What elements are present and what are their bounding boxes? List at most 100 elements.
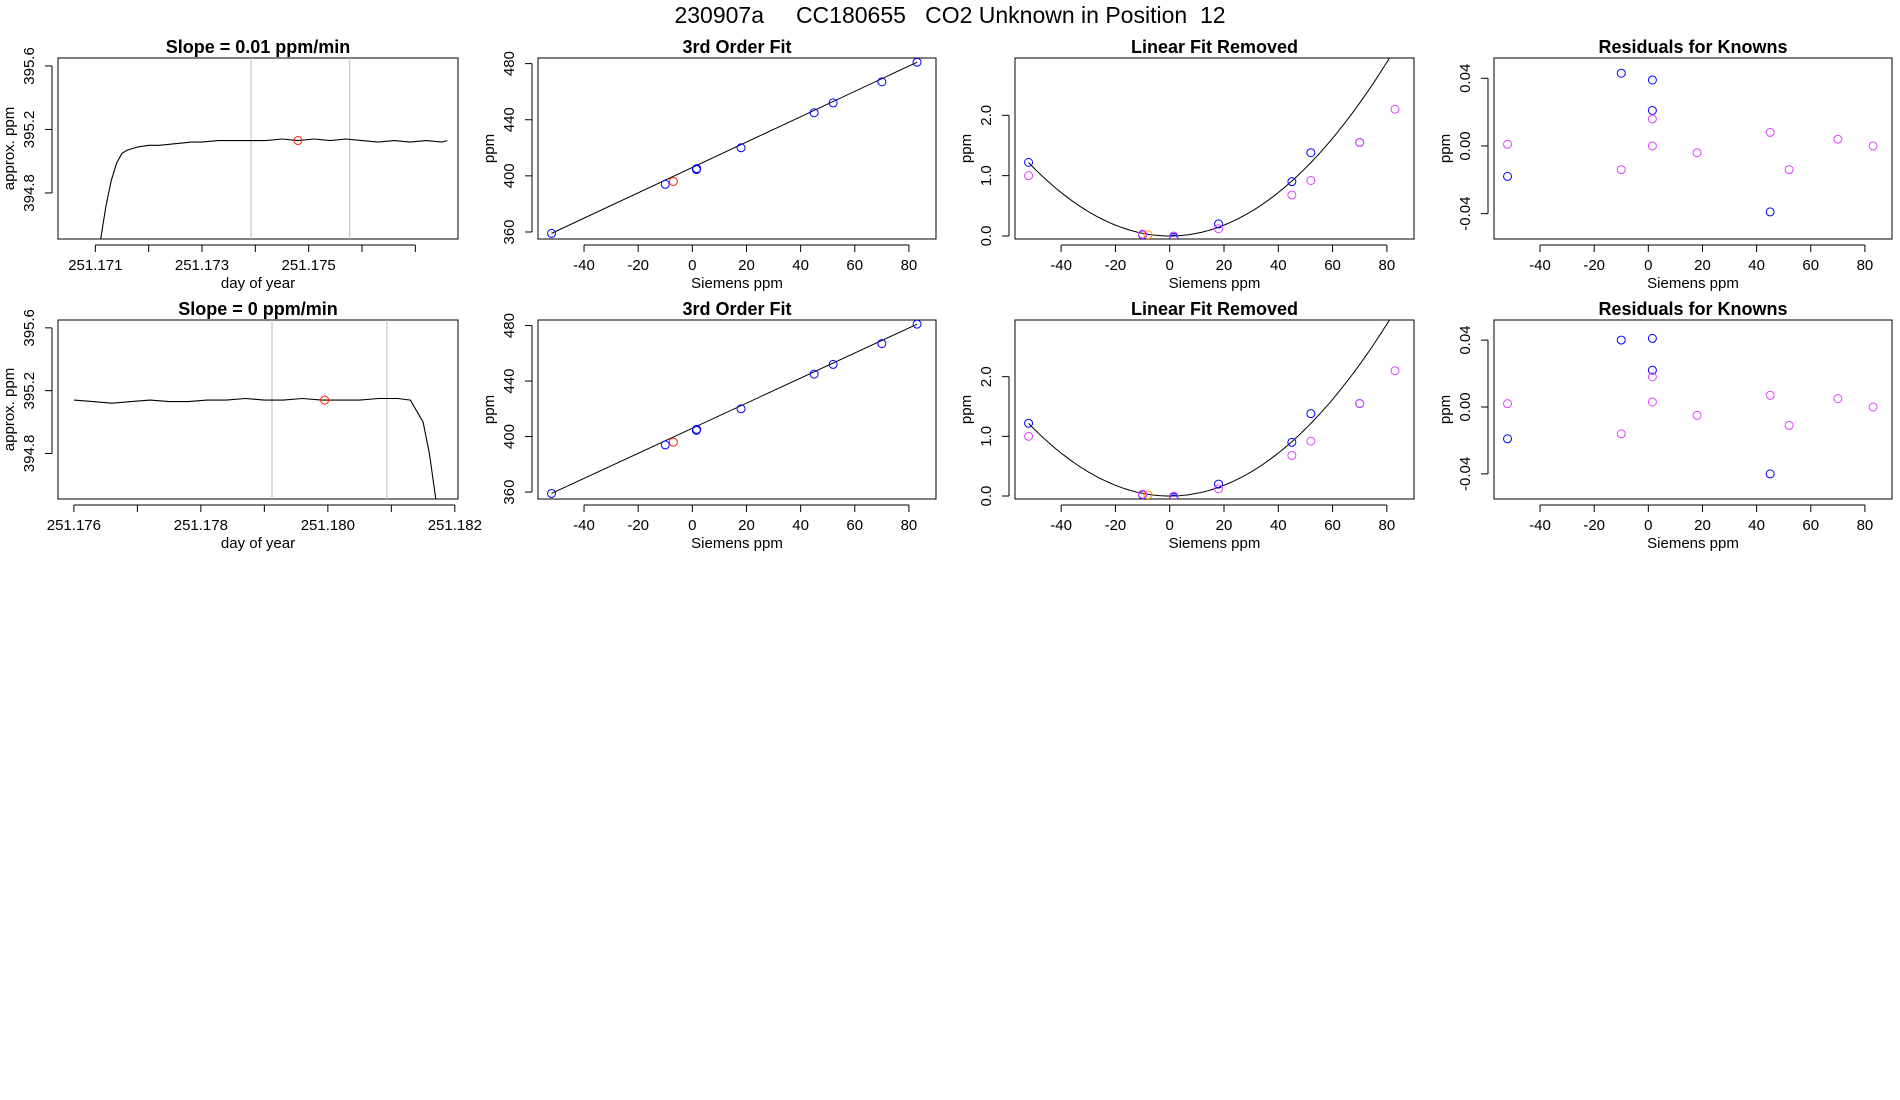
x-tick-label: 60 [846, 257, 863, 274]
data-point [547, 228, 557, 238]
x-tick-label: 251.175 [282, 257, 336, 274]
data-point [1169, 232, 1179, 239]
x-tick-label: 80 [1857, 517, 1874, 534]
data-point [1616, 68, 1626, 78]
data-point [912, 320, 922, 329]
plot-frame [537, 57, 937, 240]
data-point [1024, 157, 1034, 167]
x-tick-label: 251.182 [428, 517, 482, 534]
chart-title: 3rd Order Fit [682, 299, 791, 319]
x-tick-label: 251.173 [175, 257, 229, 274]
y-tick-label: 395.6 [21, 309, 38, 347]
data-point [1214, 484, 1224, 494]
x-axis-label: Siemens ppm [691, 535, 783, 552]
data-point [1306, 175, 1316, 185]
x-tick-label: 251.171 [68, 257, 122, 274]
x-tick-label: -20 [1105, 257, 1127, 274]
data-point [1390, 104, 1400, 114]
data-point [1765, 127, 1775, 137]
y-tick-label: 0.0 [978, 226, 995, 247]
y-axis-label: approx. ppm [1, 368, 18, 451]
data-point [736, 404, 746, 414]
data-point [1138, 229, 1148, 239]
data-point [828, 359, 838, 369]
x-tick-label: -40 [1529, 257, 1551, 274]
data-point [1784, 165, 1794, 175]
data-point [1169, 492, 1179, 499]
data-point [1503, 434, 1513, 444]
x-tick-label: 80 [1379, 517, 1396, 534]
data-point [1287, 177, 1297, 187]
data-point [1616, 429, 1626, 439]
chart-title: Linear Fit Removed [1131, 37, 1298, 57]
y-axis-label: ppm [1437, 134, 1454, 163]
data-point [1214, 224, 1224, 234]
data-point [1169, 494, 1179, 499]
x-tick-label: 60 [1324, 517, 1341, 534]
y-tick-label: 360 [501, 480, 518, 505]
trace-line [100, 138, 448, 239]
data-point [1390, 366, 1400, 376]
y-tick-label: 440 [501, 107, 518, 132]
x-tick-label: 60 [1324, 257, 1341, 274]
data-point [1306, 148, 1316, 158]
data-point [692, 164, 702, 174]
y-tick-label: 395.2 [21, 111, 38, 149]
y-tick-label: 0.00 [1457, 131, 1474, 160]
data-point [1647, 397, 1657, 407]
data-point [809, 108, 819, 118]
x-tick-label: 40 [1748, 517, 1765, 534]
x-tick-label: 0 [1166, 517, 1174, 534]
data-point [1024, 171, 1034, 181]
highlight-point [320, 395, 330, 405]
x-tick-label: -20 [1583, 517, 1605, 534]
x-axis-label: Siemens ppm [1647, 275, 1739, 292]
x-tick-label: 40 [1748, 257, 1765, 274]
highlight-point [293, 136, 303, 146]
chart-title: Slope = 0.01 ppm/min [166, 37, 351, 57]
plot-area [1024, 320, 1400, 499]
chart-panel [45, 319, 459, 512]
data-point [1169, 231, 1179, 239]
data-point [877, 77, 887, 87]
x-tick-label: -40 [573, 257, 595, 274]
y-tick-label: 394.8 [21, 435, 38, 473]
x-axis-label: Siemens ppm [1169, 535, 1261, 552]
data-point [1143, 230, 1153, 239]
plot-area [1503, 68, 1878, 217]
chart-panel [1002, 57, 1415, 252]
x-tick-label: -40 [573, 517, 595, 534]
y-tick-label: 480 [501, 313, 518, 338]
plot-frame [57, 57, 459, 240]
data-point [1214, 479, 1224, 489]
figure-title: 230907a CC180655 CO2 Unknown in Position… [674, 2, 1226, 28]
y-tick-label: 395.2 [21, 372, 38, 410]
data-point [1692, 410, 1702, 420]
y-tick-label: 2.0 [978, 366, 995, 387]
y-tick-label: 400 [501, 163, 518, 188]
x-tick-label: 20 [1694, 517, 1711, 534]
x-tick-label: 0 [1166, 257, 1174, 274]
chart-title: Linear Fit Removed [1131, 299, 1298, 319]
data-point [660, 440, 670, 450]
y-tick-label: 395.6 [21, 47, 38, 85]
data-point [1024, 431, 1034, 441]
data-point [1287, 190, 1297, 200]
y-axis-label: approx. ppm [1, 107, 18, 190]
x-tick-label: 20 [1216, 517, 1233, 534]
y-tick-label: 480 [501, 51, 518, 76]
plot-frame [1493, 57, 1893, 240]
data-point [1503, 399, 1513, 409]
plot-frame [1014, 319, 1415, 500]
x-tick-label: 40 [1270, 517, 1287, 534]
y-tick-label: -0.04 [1457, 197, 1474, 231]
fit-line [551, 61, 918, 234]
chart-panel [45, 57, 459, 252]
data-point [1287, 450, 1297, 460]
x-tick-label: 60 [1802, 257, 1819, 274]
data-point [1833, 134, 1843, 144]
y-axis-label: ppm [481, 395, 498, 424]
y-tick-label: 0.00 [1457, 392, 1474, 421]
x-tick-label: 80 [901, 517, 918, 534]
y-tick-label: 2.0 [978, 105, 995, 126]
